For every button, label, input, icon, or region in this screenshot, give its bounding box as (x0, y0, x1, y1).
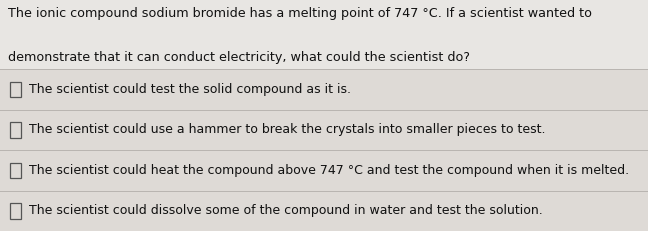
Bar (10, 122, 21, 138)
Text: The scientist could heat the compound above 747 °C and test the compound when it: The scientist could heat the compound ab… (29, 164, 629, 177)
Text: The ionic compound sodium bromide has a melting point of 747 °C. If a scientist : The ionic compound sodium bromide has a … (8, 7, 592, 20)
Bar (10, 82, 21, 97)
Text: The scientist could dissolve some of the compound in water and test the solution: The scientist could dissolve some of the… (29, 204, 543, 217)
Bar (0, 69, 648, 231)
Bar (10, 203, 21, 219)
Bar (10, 163, 21, 178)
Text: The scientist could use a hammer to break the crystals into smaller pieces to te: The scientist could use a hammer to brea… (29, 123, 546, 137)
Text: The scientist could test the solid compound as it is.: The scientist could test the solid compo… (29, 83, 351, 96)
Text: demonstrate that it can conduct electricity, what could the scientist do?: demonstrate that it can conduct electric… (8, 51, 470, 64)
